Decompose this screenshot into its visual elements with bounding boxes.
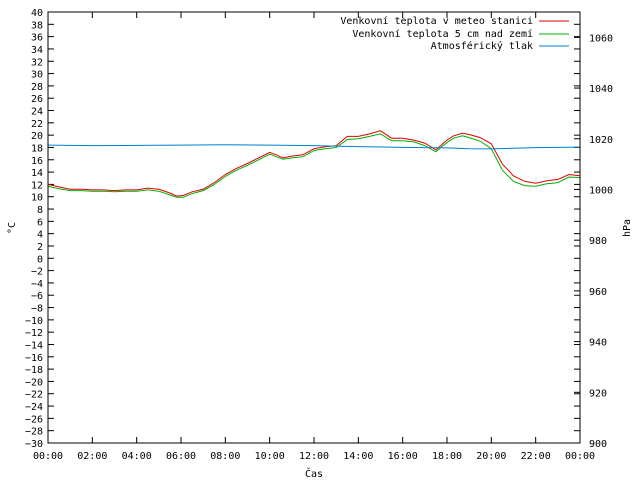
y-tick-label: −12	[25, 328, 43, 339]
x-tick-label: 00:00	[565, 451, 595, 462]
y-tick-label: 22	[31, 119, 43, 130]
x-tick-label: 12:00	[299, 451, 329, 462]
axis-labels: 4038363432302826242220181614121086420−2−…	[25, 8, 613, 462]
y2-tick-label: 960	[589, 287, 607, 298]
y-tick-label: −8	[31, 304, 43, 315]
y-tick-label: 14	[31, 168, 43, 179]
y-tick-label: −30	[25, 439, 43, 450]
y2-tick-label: 1040	[589, 84, 613, 95]
y-tick-label: 24	[31, 107, 43, 118]
series-line-outdoor-temp	[47, 130, 581, 197]
y-tick-label: −2	[31, 267, 43, 278]
x-tick-label: 06:00	[166, 451, 196, 462]
y2-tick-label: 1060	[589, 33, 613, 44]
y2-axis-title: hPa	[622, 219, 633, 237]
y-tick-label: 6	[37, 217, 43, 228]
y-tick-label: −10	[25, 316, 43, 327]
y-tick-label: −26	[25, 414, 43, 425]
x-axis-title: Čas	[305, 467, 323, 480]
x-tick-label: 00:00	[33, 451, 63, 462]
x-tick-label: 02:00	[77, 451, 107, 462]
y-tick-label: 32	[31, 57, 43, 68]
axis-ticks	[47, 11, 581, 444]
y2-tick-label: 900	[589, 439, 607, 450]
legend: Venkovní teplota v meteo stanici Venkovn…	[340, 15, 569, 52]
y-tick-label: −4	[31, 279, 43, 290]
y-axis-title: °C	[7, 222, 18, 234]
y2-tick-label: 940	[589, 338, 607, 349]
y-tick-label: 20	[31, 131, 43, 142]
y-tick-label: −24	[25, 402, 43, 413]
x-tick-label: 18:00	[432, 451, 462, 462]
y-tick-label: 30	[31, 70, 43, 81]
y-tick-label: 40	[31, 8, 43, 19]
y-tick-label: 4	[37, 230, 43, 241]
plot-frame	[47, 11, 581, 444]
y2-tick-label: 1020	[589, 135, 613, 146]
y-tick-label: 0	[37, 254, 43, 265]
y-tick-label: 2	[37, 242, 43, 253]
series-line-pressure	[47, 144, 581, 150]
y-tick-label: −16	[25, 353, 43, 364]
y-tick-label: 34	[31, 45, 43, 56]
y-tick-label: −20	[25, 377, 43, 388]
y-tick-label: 12	[31, 180, 43, 191]
y2-tick-label: 1000	[589, 185, 613, 196]
y-tick-label: −14	[25, 340, 43, 351]
legend-label-pressure: Atmosférický tlak	[431, 40, 533, 52]
y-tick-label: 18	[31, 143, 43, 154]
x-tick-label: 22:00	[521, 451, 551, 462]
y2-tick-label: 980	[589, 236, 607, 247]
legend-label-ground-temp: Venkovní teplota 5 cm nad zemí	[352, 28, 533, 40]
y-tick-label: 38	[31, 20, 43, 31]
y-tick-label: −6	[31, 291, 43, 302]
y-tick-label: 26	[31, 94, 43, 105]
series-lines	[47, 130, 581, 198]
y-tick-label: 16	[31, 156, 43, 167]
x-tick-label: 14:00	[343, 451, 373, 462]
y-tick-label: 8	[37, 205, 43, 216]
y-tick-label: −18	[25, 365, 43, 376]
x-tick-label: 04:00	[122, 451, 152, 462]
x-tick-label: 20:00	[476, 451, 506, 462]
x-tick-label: 08:00	[210, 451, 240, 462]
y-tick-label: 10	[31, 193, 43, 204]
y-tick-label: −28	[25, 427, 43, 438]
x-tick-label: 10:00	[255, 451, 285, 462]
y2-tick-label: 920	[589, 388, 607, 399]
y-tick-label: −22	[25, 390, 43, 401]
series-line-ground-temp	[47, 133, 581, 198]
legend-label-outdoor-temp: Venkovní teplota v meteo stanici	[340, 15, 533, 27]
y-tick-label: 36	[31, 33, 43, 44]
y-tick-label: 28	[31, 82, 43, 93]
x-tick-label: 16:00	[388, 451, 418, 462]
